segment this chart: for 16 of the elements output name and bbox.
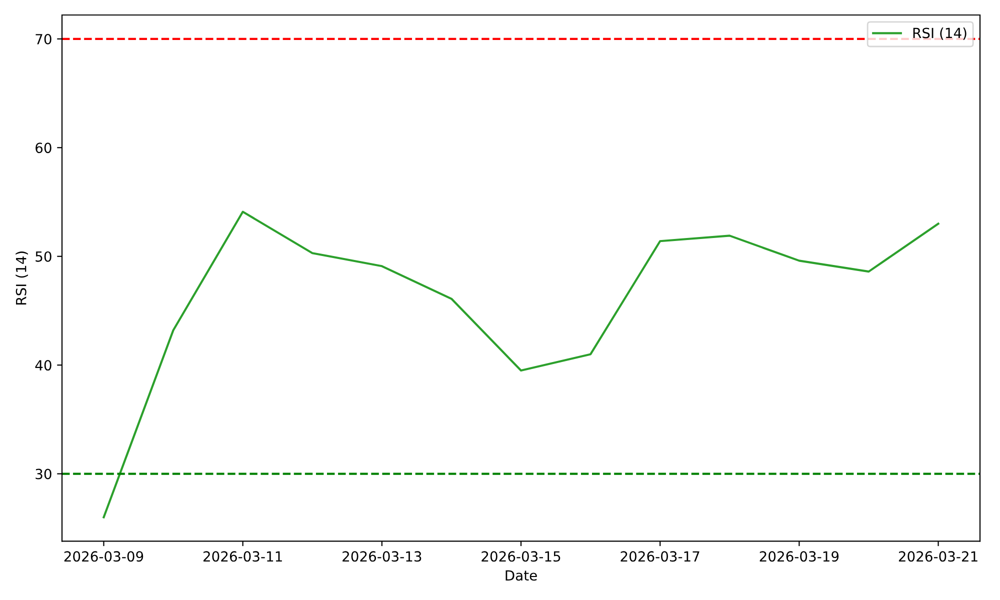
y-tick-label: 70 [36, 34, 52, 44]
x-tick-label: 2026-03-21 [898, 551, 978, 562]
legend-label: RSI (14) [913, 28, 966, 40]
x-tick-label: 2026-03-19 [760, 551, 839, 562]
line-series [102, 210, 940, 518]
x-tick-label: 2026-03-17 [620, 551, 700, 562]
x-tick-label: 2026-03-09 [64, 551, 144, 562]
x-tick-label: 2026-03-11 [203, 551, 282, 562]
y-tick-label: 50 [36, 251, 52, 262]
x-tick-label: 2026-03-13 [342, 551, 422, 562]
y-axis-title: RSI (14) [16, 252, 28, 304]
y-tick-label: 60 [36, 142, 52, 154]
y-tick-label: 40 [35, 360, 52, 371]
x-tick-label: 2026-03-15 [482, 551, 560, 562]
x-axis-title: Date [506, 570, 537, 581]
y-tick-label: 30 [36, 468, 52, 480]
